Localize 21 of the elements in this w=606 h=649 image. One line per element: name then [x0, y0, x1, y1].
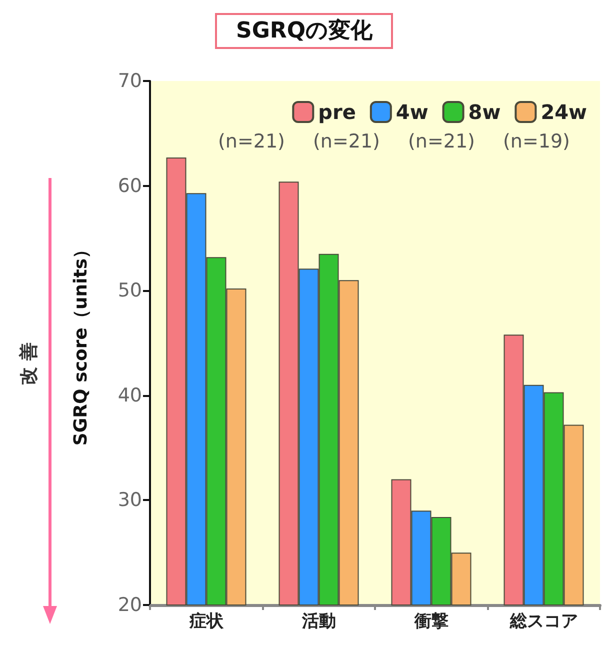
- y-tick-label: 20: [118, 594, 142, 616]
- legend-label: pre: [318, 100, 356, 124]
- legend-label: 8w: [468, 100, 501, 124]
- annotation: (n=21): [408, 130, 475, 152]
- x-tick-label: 活動: [300, 612, 336, 632]
- annotation: (n=21): [313, 130, 380, 152]
- y-tick-label: 50: [118, 280, 142, 302]
- y-axis-title: SGRQ score（units）: [70, 240, 92, 446]
- chart-title: SGRQの変化: [236, 18, 374, 44]
- x-tick-label: 症状: [188, 612, 224, 632]
- x-tick-label: 衝撃: [413, 612, 448, 632]
- y-tick-label: 40: [118, 384, 142, 406]
- x-tick-label: 総スコア: [508, 612, 578, 632]
- text: 改 善: [18, 342, 40, 385]
- y-tick-label: 30: [118, 489, 142, 512]
- legend-label: 24w: [540, 100, 588, 124]
- y-tick-label: 60: [118, 174, 142, 197]
- annotation: (n=21): [218, 130, 285, 152]
- annotation: (n=19): [503, 130, 570, 152]
- legend-label: 4w: [396, 100, 428, 124]
- y-tick-label: 70: [118, 70, 142, 92]
